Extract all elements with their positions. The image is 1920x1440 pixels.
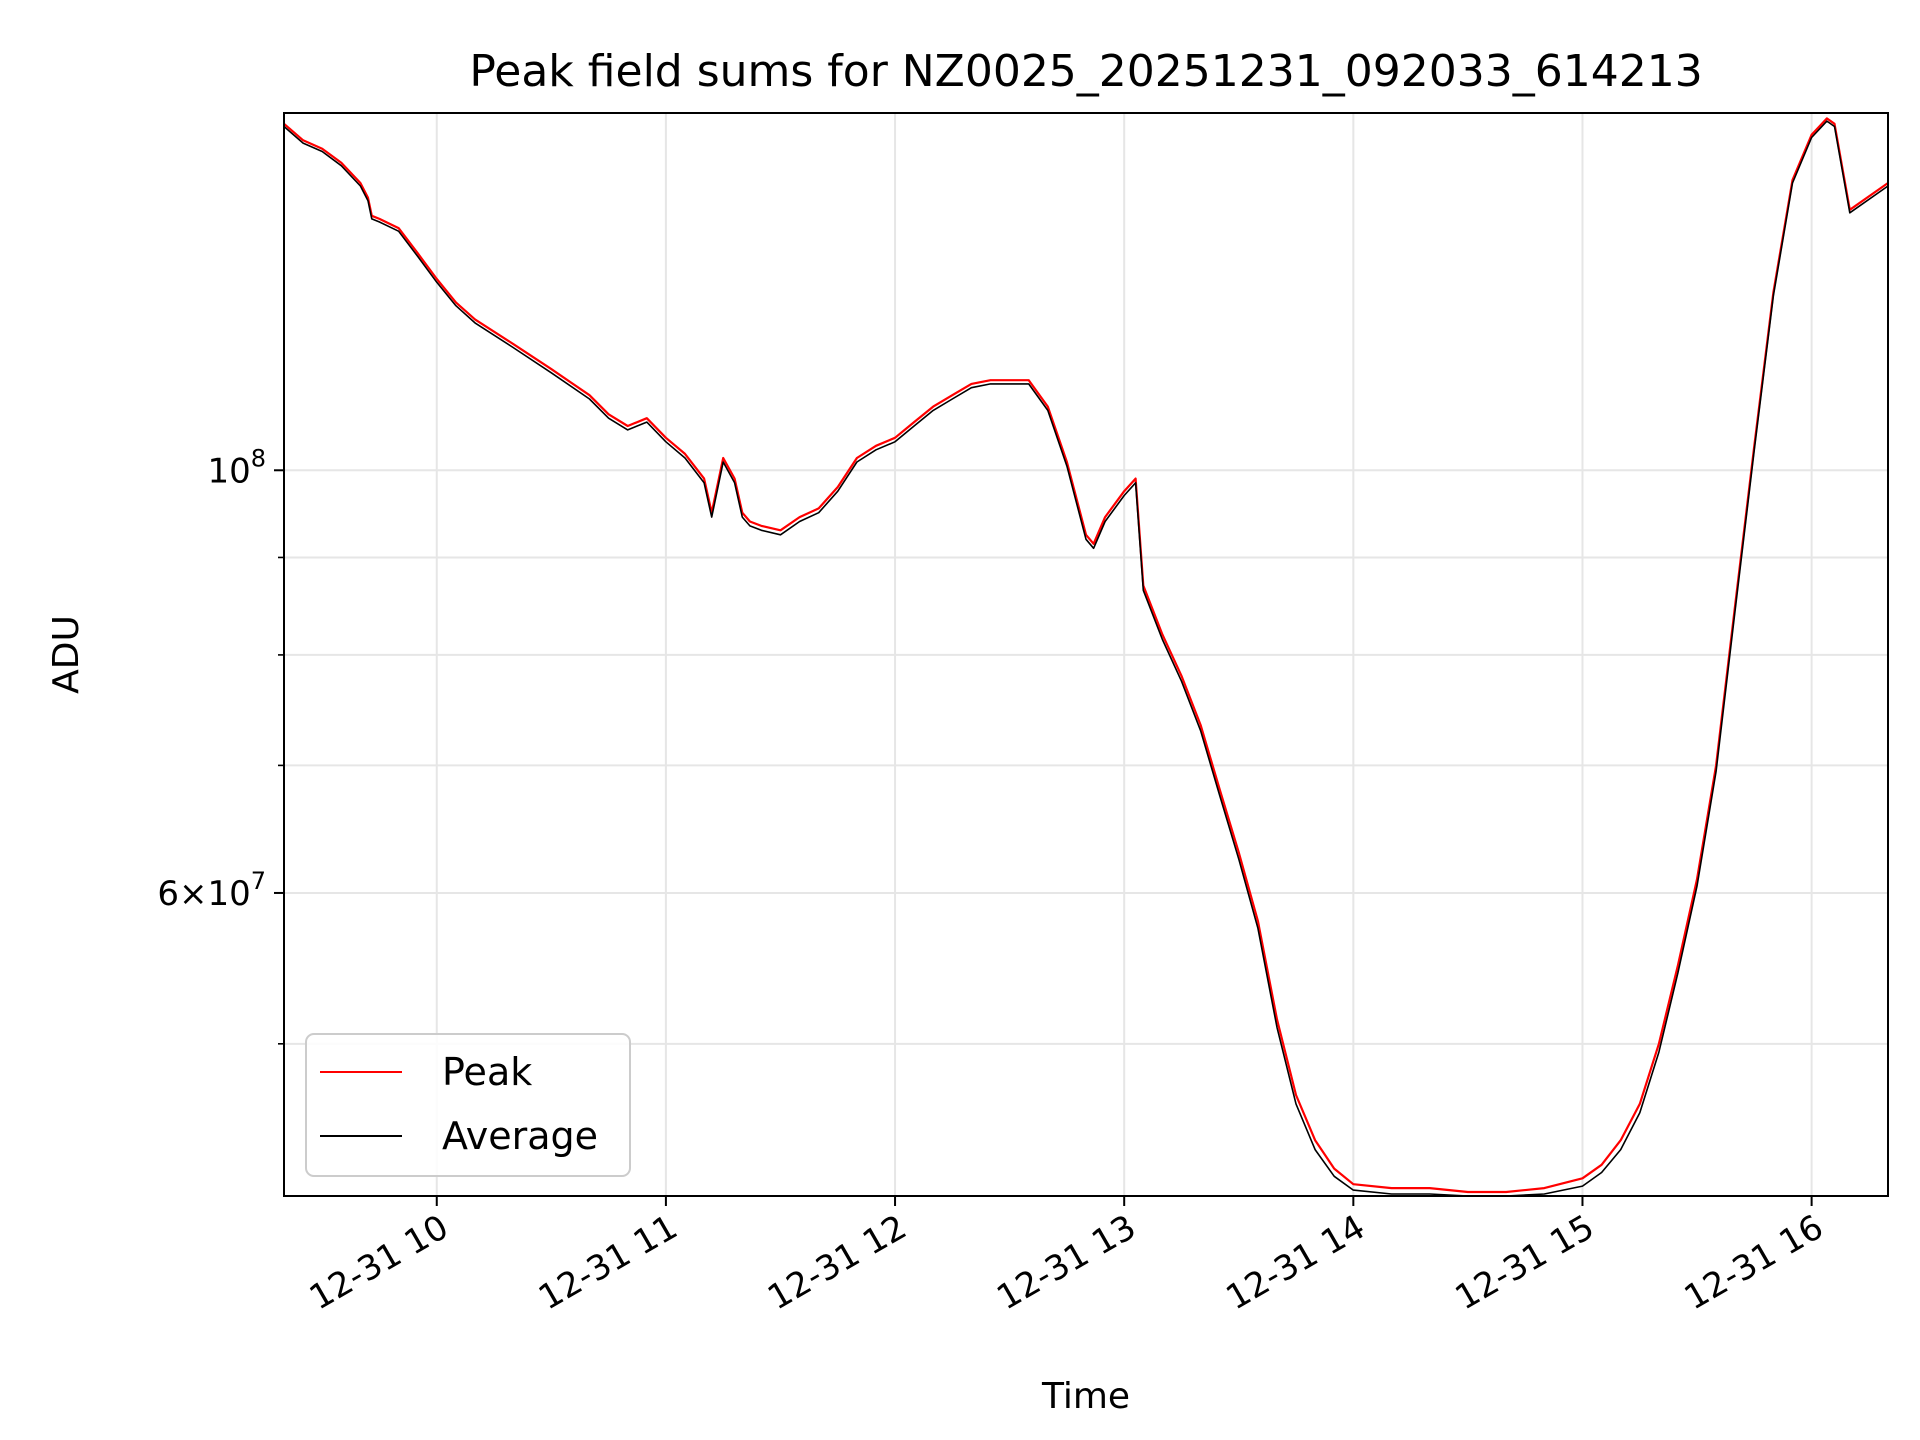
- y-tick-exponent: 7: [251, 867, 266, 895]
- legend-label-peak: Peak: [442, 1050, 532, 1094]
- legend-label-average: Average: [442, 1114, 598, 1158]
- y-tick-multiplier: 6×: [157, 874, 207, 914]
- chart-title: Peak field sums for NZ0025_20251231_0920…: [469, 46, 1702, 97]
- series-line-peak: [283, 117, 1889, 1194]
- plot-lines: [283, 117, 1889, 1197]
- y-axis-label: ADU: [46, 615, 87, 694]
- series-line-average: [283, 120, 1889, 1197]
- legend-box: [305, 1033, 631, 1177]
- y-tick-exponent: 8: [251, 444, 266, 472]
- x-axis-label: Time: [1041, 1376, 1130, 1417]
- grid: [284, 113, 1888, 1196]
- y-tick-base: 10: [207, 451, 250, 491]
- y-tick-label: 6×107: [157, 867, 266, 914]
- y-tick-base: 10: [207, 874, 250, 914]
- legend: Peak Average: [305, 1033, 631, 1177]
- y-tick-label: 108: [207, 444, 266, 491]
